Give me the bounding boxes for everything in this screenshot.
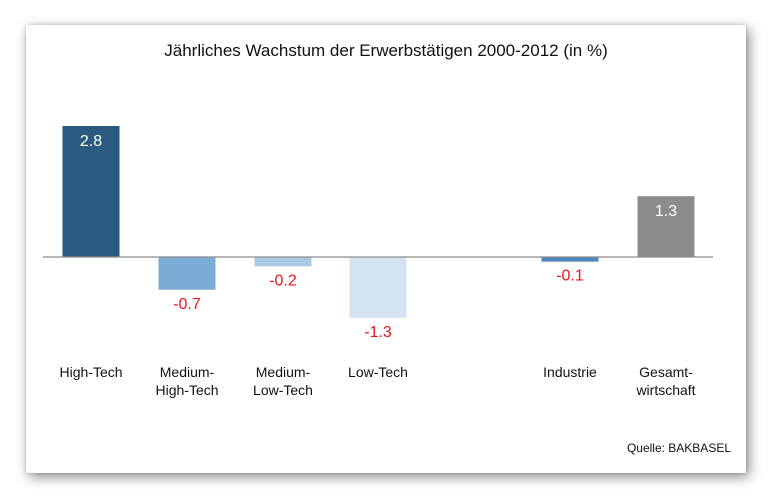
source-note: Quelle: BAKBASEL bbox=[627, 441, 731, 455]
value-label-4: -0.1 bbox=[556, 268, 584, 285]
bar-3 bbox=[349, 257, 407, 318]
value-label-1: -0.7 bbox=[173, 296, 201, 313]
bars-group bbox=[62, 126, 695, 318]
category-label-3: Low-Tech bbox=[348, 364, 408, 380]
bar-0 bbox=[62, 126, 120, 257]
value-label-5: 1.3 bbox=[655, 203, 677, 220]
bar-1 bbox=[158, 257, 216, 290]
value-label-2: -0.2 bbox=[269, 272, 297, 289]
bar-4 bbox=[541, 257, 599, 262]
chart-frame bbox=[26, 25, 746, 473]
category-label-1-line-1: High-Tech bbox=[155, 382, 218, 398]
value-label-3: -1.3 bbox=[364, 324, 392, 341]
bar-2 bbox=[254, 257, 312, 267]
category-label-5-line-0: Gesamt- bbox=[639, 364, 693, 380]
category-label-1-line-0: Medium- bbox=[160, 364, 215, 380]
category-label-2-line-0: Medium- bbox=[256, 364, 311, 380]
category-label-0: High-Tech bbox=[59, 364, 122, 380]
category-label-2-line-1: Low-Tech bbox=[253, 382, 313, 398]
chart-title: Jährliches Wachstum der Erwerbstätigen 2… bbox=[164, 41, 607, 60]
category-labels-group: High-Tech Medium- High-Tech Medium- Low-Tech… bbox=[59, 364, 695, 398]
category-label-4: Industrie bbox=[543, 364, 597, 380]
value-label-0: 2.8 bbox=[80, 133, 102, 150]
value-labels-group: 2.8 -0.7 -0.2 -1.3 -0.1 1.3 bbox=[80, 133, 677, 341]
bar-5 bbox=[637, 196, 695, 257]
category-label-5-line-1: wirtschaft bbox=[635, 382, 695, 398]
